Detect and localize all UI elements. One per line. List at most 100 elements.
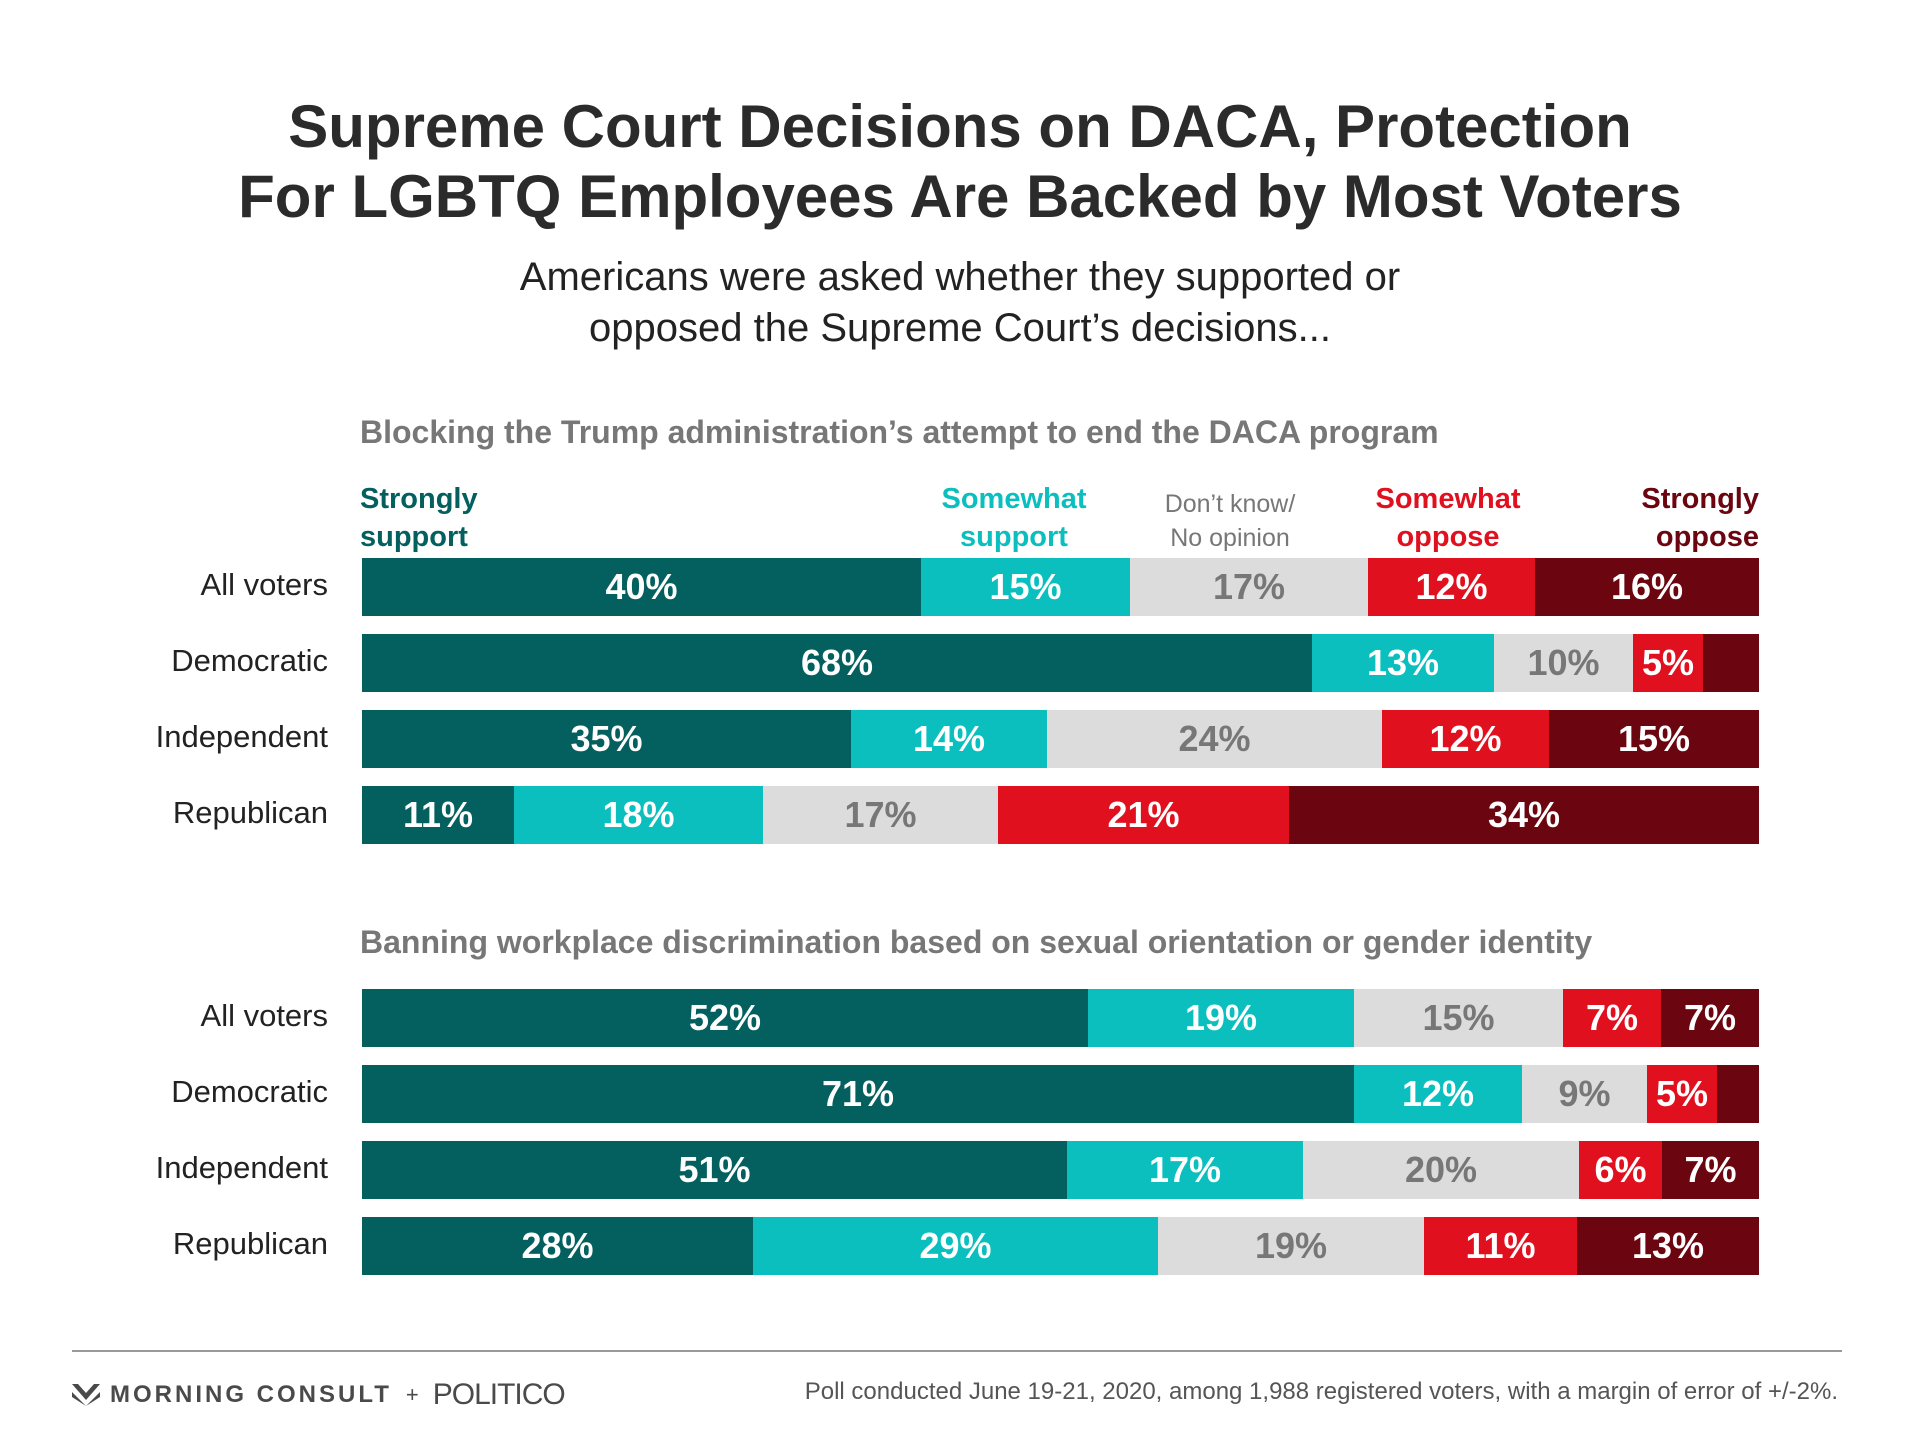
data-label: 71% <box>821 1073 895 1114</box>
data-label: 52% <box>688 997 762 1038</box>
bar-segment-workplace-democratic-don-t-know-no-opinion: 9% <box>1522 1065 1647 1123</box>
data-label: 68% <box>800 642 874 683</box>
bar-row-daca-independent: 35% 14% 24% 12% 15% <box>362 710 1759 768</box>
row-label-daca-republican: Republican <box>172 795 328 830</box>
morning-consult-logo-icon <box>72 1384 100 1406</box>
legend-dont-know-line-1: Don’t know/ <box>1164 490 1296 518</box>
data-label: 9% <box>1558 1073 1611 1114</box>
data-label: 17% <box>844 794 917 835</box>
bar-segment-daca-republican-somewhat-oppose: 21% <box>998 786 1289 844</box>
data-label: 34% <box>1487 794 1561 835</box>
bar-row-daca-republican: 11% 18% 17% 21% 34% <box>362 786 1759 844</box>
bar-segment-workplace-republican-strongly-oppose: 13% <box>1577 1217 1759 1275</box>
bar-segment-workplace-republican-somewhat-support: 29% <box>753 1217 1158 1275</box>
bar-row-workplace-democratic: 71% 12% 9% 5% <box>362 1065 1759 1123</box>
bar-row-workplace-independent: 51% 17% 20% 6% 7% <box>362 1141 1759 1199</box>
bar-segment-daca-all-voters-somewhat-oppose: 12% <box>1368 558 1535 616</box>
legend-strongly-oppose-line-2: oppose <box>1655 521 1759 553</box>
data-label: 11% <box>1465 1225 1536 1266</box>
data-label: 15% <box>1422 997 1495 1038</box>
legend-somewhat-support: Somewhat support <box>914 480 1114 556</box>
bar-segment-daca-republican-don-t-know-no-opinion: 17% <box>763 786 998 844</box>
data-label: 12% <box>1429 718 1502 759</box>
bar-segment-daca-independent-strongly-oppose: 15% <box>1549 710 1759 768</box>
bar-segment-workplace-all-voters-don-t-know-no-opinion: 15% <box>1354 989 1563 1047</box>
bar-segment-daca-independent-somewhat-oppose: 12% <box>1382 710 1549 768</box>
chart-subtitle-line-2: opposed the Supreme Court’s decisions... <box>589 306 1331 350</box>
data-label: 11% <box>402 794 474 835</box>
data-label: 6% <box>1594 1149 1647 1190</box>
data-label: 15% <box>1617 718 1691 759</box>
legend-strongly-oppose: Strongly oppose <box>1559 480 1759 556</box>
bar-segment-workplace-independent-don-t-know-no-opinion: 20% <box>1303 1141 1579 1199</box>
bar-segment-daca-democratic-strongly-support: 68% <box>362 634 1312 692</box>
data-label: 7% <box>1683 997 1737 1038</box>
bar-segment-workplace-all-voters-strongly-support: 52% <box>362 989 1088 1047</box>
data-label: 17% <box>1212 566 1286 607</box>
data-label: 7% <box>1585 997 1639 1038</box>
bar-segment-workplace-independent-somewhat-oppose: 6% <box>1579 1141 1662 1199</box>
row-label-workplace-republican: Republican <box>172 1226 328 1261</box>
politico-wordmark: POLITICO <box>432 1378 566 1411</box>
chart-subtitle: Americans were asked whether they suppor… <box>0 252 1920 354</box>
data-label: 7% <box>1684 1149 1737 1190</box>
bar-segment-workplace-democratic-strongly-oppose <box>1717 1065 1759 1123</box>
data-label: 16% <box>1610 566 1684 607</box>
data-label: 19% <box>1254 1225 1328 1266</box>
poll-methodology-note: Poll conducted June 19-21, 2020, among 1… <box>804 1378 1838 1405</box>
data-label: 35% <box>570 718 643 759</box>
legend-strongly-oppose-line-1: Strongly <box>1641 483 1759 515</box>
row-label-daca-independent: Independent <box>155 719 328 754</box>
bar-segment-daca-democratic-strongly-oppose <box>1703 634 1759 692</box>
section-title-workplace: Banning workplace discrimination based o… <box>360 924 1593 960</box>
data-label: 12% <box>1415 566 1488 607</box>
bar-row-daca-democratic: 68% 13% 10% 5% <box>362 634 1759 692</box>
footer-brand: MORNING CONSULT + POLITICO <box>72 1378 566 1412</box>
bar-segment-daca-republican-strongly-oppose: 34% <box>1289 786 1759 844</box>
bar-segment-daca-republican-strongly-support: 11% <box>362 786 514 844</box>
chart-title-line-2: For LGBTQ Employees Are Backed by Most V… <box>238 163 1682 230</box>
bar-segment-workplace-independent-strongly-support: 51% <box>362 1141 1067 1199</box>
bar-segment-daca-democratic-somewhat-support: 13% <box>1312 634 1494 692</box>
bar-segment-workplace-democratic-somewhat-support: 12% <box>1354 1065 1522 1123</box>
data-label: 18% <box>602 794 675 835</box>
bar-row-daca-all-voters: 40% 15% 17% 12% 16% <box>362 558 1759 616</box>
legend-strongly-support: Strongly support <box>360 480 478 556</box>
chart-title-line-1: Supreme Court Decisions on DACA, Protect… <box>288 93 1632 160</box>
row-label-daca-democratic: Democratic <box>171 643 328 678</box>
data-label: 51% <box>678 1149 751 1190</box>
bar-segment-daca-democratic-don-t-know-no-opinion: 10% <box>1494 634 1633 692</box>
morning-consult-wordmark: MORNING CONSULT <box>110 1381 392 1408</box>
bar-row-workplace-republican: 28% 29% 19% 11% 13% <box>362 1217 1759 1275</box>
data-label: 17% <box>1148 1149 1222 1190</box>
data-label: 12% <box>1401 1073 1475 1114</box>
bar-segment-workplace-independent-somewhat-support: 17% <box>1067 1141 1303 1199</box>
bar-segment-daca-independent-somewhat-support: 14% <box>851 710 1047 768</box>
bar-segment-workplace-republican-don-t-know-no-opinion: 19% <box>1158 1217 1424 1275</box>
legend-dont-know: Don’t know/ No opinion <box>1130 487 1330 555</box>
data-label: 19% <box>1184 997 1258 1038</box>
legend-dont-know-line-2: No opinion <box>1170 524 1290 552</box>
bar-segment-workplace-democratic-somewhat-oppose: 5% <box>1647 1065 1717 1123</box>
bar-segment-workplace-all-voters-strongly-oppose: 7% <box>1661 989 1759 1047</box>
legend-strongly-support-line-1: Strongly <box>360 483 478 515</box>
bar-segment-daca-all-voters-strongly-support: 40% <box>362 558 921 616</box>
chart-title: Supreme Court Decisions on DACA, Protect… <box>0 92 1920 232</box>
row-label-workplace-democratic: Democratic <box>171 1074 328 1109</box>
row-label-workplace-all-voters: All voters <box>200 998 328 1033</box>
bar-segment-workplace-republican-somewhat-oppose: 11% <box>1424 1217 1577 1275</box>
legend-somewhat-support-line-1: Somewhat <box>941 483 1087 515</box>
bar-segment-workplace-all-voters-somewhat-support: 19% <box>1088 989 1354 1047</box>
bar-segment-workplace-republican-strongly-support: 28% <box>362 1217 753 1275</box>
data-label: 5% <box>1655 1073 1709 1114</box>
data-label: 29% <box>919 1225 992 1266</box>
footer-divider <box>72 1350 1842 1352</box>
bar-segment-daca-all-voters-somewhat-support: 15% <box>921 558 1130 616</box>
row-label-workplace-independent: Independent <box>155 1150 328 1185</box>
data-label: 5% <box>1641 642 1695 683</box>
bar-segment-workplace-democratic-strongly-support: 71% <box>362 1065 1354 1123</box>
bar-segment-workplace-independent-strongly-oppose: 7% <box>1662 1141 1759 1199</box>
data-label: 10% <box>1527 642 1600 683</box>
data-label: 20% <box>1404 1149 1478 1190</box>
legend-strongly-support-line-2: support <box>360 521 468 553</box>
